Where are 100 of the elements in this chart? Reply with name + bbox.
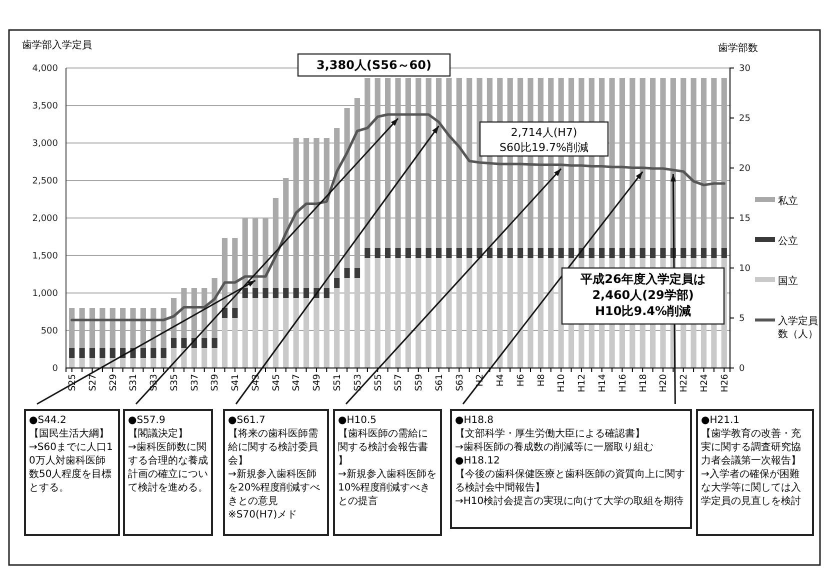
bar [181,288,187,338]
note-box: ●S61.7 【将来の歯科医師需給に関する検討委員会】 →新規参入歯科医師を20%程度削減すべきとの意見 ※S70(H7)メド [223,409,329,536]
bar [334,128,340,278]
bar [69,308,75,348]
x-tick-label: S59 [414,374,425,392]
bar [405,258,411,368]
bar [466,248,472,258]
x-tick-label: S55 [374,374,384,392]
y2-tick-label: 15 [739,214,750,224]
bar [293,138,299,288]
x-tick-label: S31 [129,374,140,392]
bar [150,358,156,368]
bar [232,318,238,368]
bar [334,278,340,288]
bar [518,258,524,368]
bar [436,248,442,258]
annotation: 3,380人(S56～60) [316,58,432,72]
bar [518,248,524,258]
x-tick-label: S33 [150,374,160,392]
annotation: ●H10.5 【歯科医師の需給に関する検討会報告書】 →新規参入歯科医師を10%程度削減すべきとの提言 [338,415,436,507]
x-tick-label: S27 [88,374,98,392]
bar [364,248,370,258]
bar [170,338,177,348]
note-box: 2,714人(H7) S60比19.7%削減 [479,121,609,157]
bar [690,78,696,248]
bar [721,248,727,258]
y-tick-label: 1,500 [32,251,58,262]
bar [721,78,727,248]
bar [609,248,615,258]
bar [212,338,218,348]
bar [303,138,310,288]
bar [416,78,422,248]
note-box: ●H18.8 【文部科学・厚生労働大臣による確認書】 →歯科医師の養成数の削減等に一層取り組む ●H18.12 【今後の歯科保健医療と歯科医師の資質向上に関する検討会中間報告】 →H10検討会提言の実現に向けて大学の取組を期待 [450,409,692,529]
bar [79,348,85,358]
bar [262,288,268,298]
bar [426,248,432,258]
bar [528,248,534,258]
x-tick-label: H8 [536,374,547,386]
bar [181,338,187,348]
y2-tick-label: 10 [739,264,751,274]
bar [354,268,360,278]
bar [222,318,228,368]
bar [507,248,513,258]
bar [395,248,401,258]
bar [426,258,432,368]
bar [283,288,289,298]
legend-label: 私立 [778,195,798,207]
bar [466,78,472,248]
annotation: ●S57.9 【閣議決定】 →歯科医師数に関する合理的な養成計画の確立について検討を進める。 [128,415,208,494]
y-axis-title: 歯学部入学定員 [22,39,92,51]
bar [293,288,299,298]
bar [385,78,391,248]
bar [262,218,268,288]
bar [242,298,248,368]
bar [202,338,208,348]
bar [150,348,156,358]
bar [538,258,544,368]
legend-label: 入学定員数（人） [778,315,818,340]
y-tick-label: 3,000 [32,138,58,149]
bar [222,308,228,318]
bar [120,308,126,348]
bar [650,248,656,258]
bar [252,298,258,368]
bar [344,278,350,368]
bar [405,248,411,258]
bar [160,358,166,368]
x-tick-label: H12 [578,374,588,392]
annotation: 2,714人(H7) S60比19.7%削減 [500,126,588,154]
bar [303,298,310,368]
bar [120,358,126,368]
bar [680,248,686,258]
bar [486,258,493,368]
bar [212,348,218,368]
bar [364,78,370,248]
bar [619,78,626,248]
bar [374,248,380,258]
annotation: ●S61.7 【将来の歯科医師需給に関する検討委員会】 →新規参入歯科医師を20%程度削減すべきとの意見 ※S70(H7)メド [227,415,320,520]
bar [191,348,197,368]
bar [140,348,146,358]
bar [630,248,636,258]
bar [364,258,370,368]
note-box: 平成26年度入学定員は 2,460人(29学部) H10比9.4%削減 [561,267,725,325]
bar [711,248,717,258]
bar [426,78,432,248]
bar [405,78,411,248]
bar [100,348,106,358]
x-tick-label: H22 [680,374,690,392]
bar [160,348,166,358]
bar [140,358,146,368]
x-tick-label: H26 [720,374,730,392]
bar [497,248,503,258]
bar [272,198,278,288]
bar [660,248,666,258]
x-tick-label: S39 [210,374,221,392]
bar [700,78,707,248]
bar [568,248,574,258]
bar [344,268,350,278]
note-box: ●H21.1 【歯学教育の改善・充実に関する調査研究協力者会議第一次報告】 →入学者の確保が困難な大学等に関しては入学定員の見直しを検討 [696,409,814,536]
bar [466,258,472,368]
x-tick-label: S25 [68,374,78,392]
